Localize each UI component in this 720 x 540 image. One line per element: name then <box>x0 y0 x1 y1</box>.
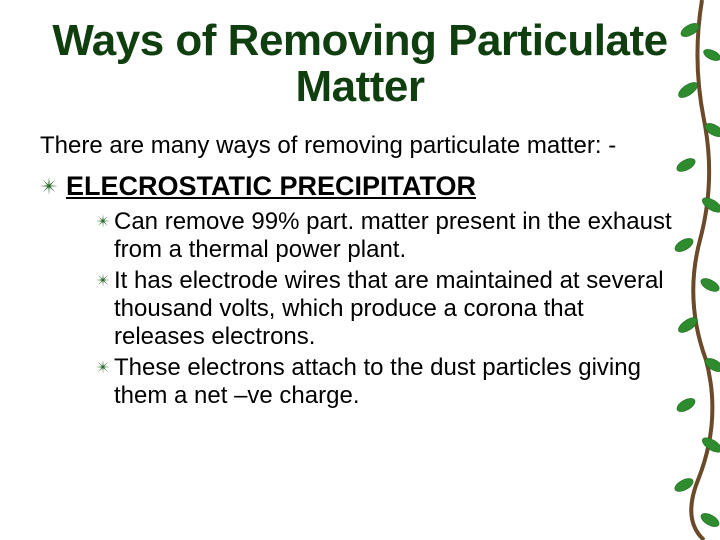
starburst-icon <box>96 273 110 293</box>
list-item: Can remove 99% part. matter present in t… <box>96 208 680 265</box>
level1-heading: ELECROSTATIC PRECIPITATOR <box>66 171 476 202</box>
starburst-icon <box>40 177 58 200</box>
level1-item: ELECROSTATIC PRECIPITATOR <box>40 171 680 202</box>
bullet-text: It has electrode wires that are maintain… <box>114 267 680 352</box>
vine-decoration <box>662 0 720 540</box>
slide-container: Ways of Removing Particulate Matter Ther… <box>0 0 720 540</box>
bullet-text: These electrons attach to the dust parti… <box>114 354 680 411</box>
bullet-text: Can remove 99% part. matter present in t… <box>114 208 680 265</box>
list-item: These electrons attach to the dust parti… <box>96 354 680 411</box>
starburst-icon <box>96 360 110 380</box>
slide-title: Ways of Removing Particulate Matter <box>40 18 680 110</box>
level2-group: Can remove 99% part. matter present in t… <box>40 208 680 410</box>
starburst-icon <box>96 214 110 234</box>
list-item: It has electrode wires that are maintain… <box>96 267 680 352</box>
intro-text: There are many ways of removing particul… <box>40 132 680 161</box>
